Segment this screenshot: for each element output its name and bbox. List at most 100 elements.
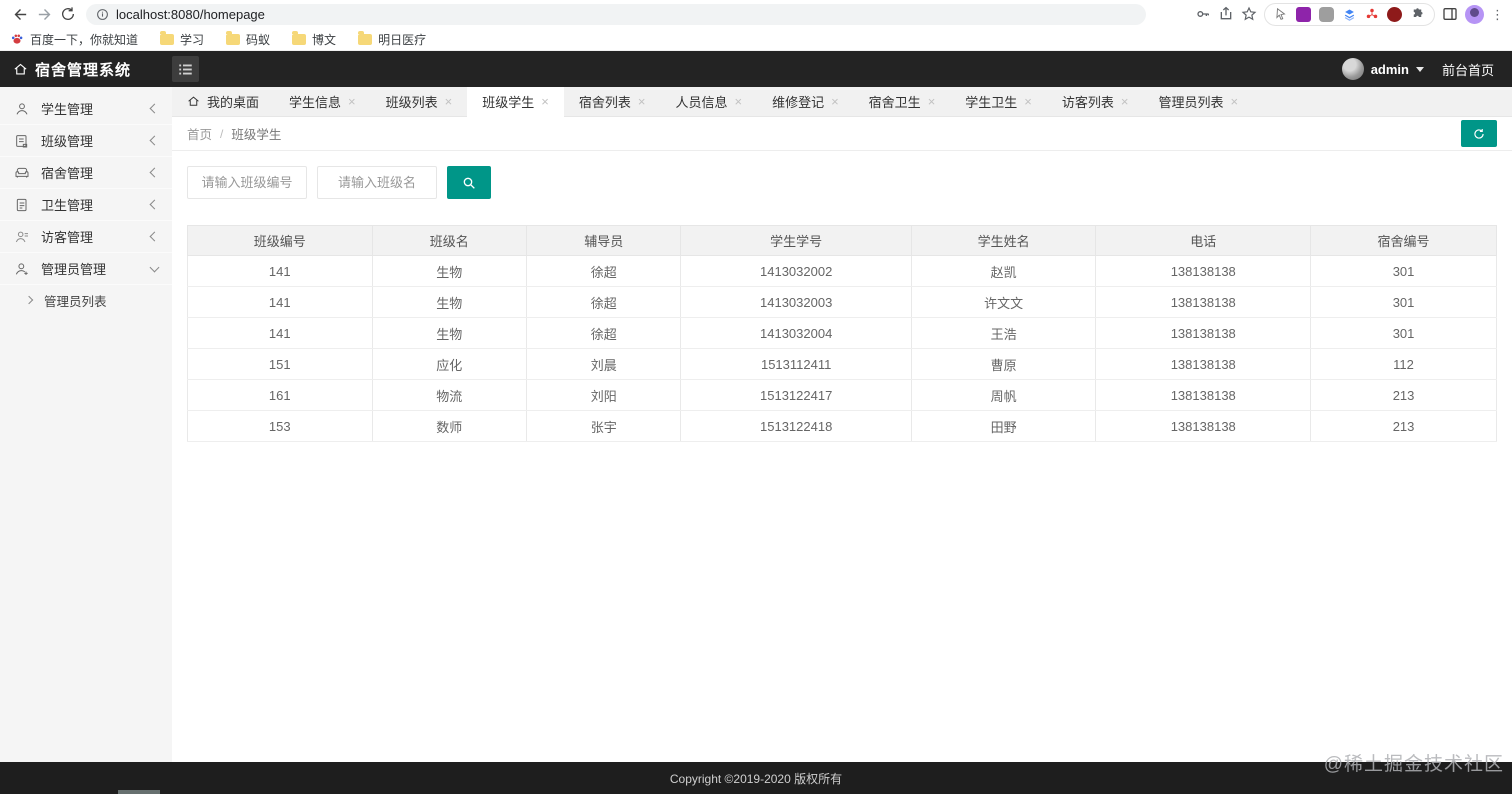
class-no-input[interactable] bbox=[187, 166, 307, 199]
tab-dorm-list[interactable]: 宿舍列表 × bbox=[564, 87, 661, 116]
extensions-group bbox=[1264, 2, 1435, 26]
purple-extension-icon[interactable] bbox=[1296, 6, 1311, 22]
tab-close-icon[interactable]: × bbox=[831, 94, 839, 109]
cell: 138138138 bbox=[1095, 379, 1312, 411]
browser-menu-icon[interactable]: ⋮ bbox=[1491, 6, 1504, 22]
url-text[interactable]: localhost:8080/homepage bbox=[116, 6, 265, 22]
bookmark-folder-mingri[interactable]: 明日医疗 bbox=[358, 30, 426, 48]
sidebar-item-hygiene-mgmt[interactable]: 卫生管理 bbox=[0, 189, 172, 221]
cell: 141 bbox=[187, 286, 373, 318]
tab-dorm-hygiene[interactable]: 宿舍卫生 × bbox=[854, 87, 951, 116]
browser-profile-avatar[interactable] bbox=[1465, 4, 1484, 24]
tab-repair-log[interactable]: 维修登记 × bbox=[757, 87, 854, 116]
puzzle-extensions-icon[interactable] bbox=[1410, 7, 1425, 22]
breadcrumb-separator: / bbox=[220, 126, 224, 141]
breadcrumb: 首页 / 班级学生 bbox=[172, 117, 1512, 151]
tab-label: 宿舍列表 bbox=[578, 95, 631, 110]
cell: 301 bbox=[1310, 286, 1497, 318]
tab-close-icon[interactable]: × bbox=[1120, 94, 1129, 109]
chevron-left-icon bbox=[149, 167, 160, 178]
cell: 生物 bbox=[371, 255, 528, 287]
tab-label: 宿舍卫生 bbox=[868, 95, 921, 110]
tab-close-icon[interactable]: × bbox=[1024, 94, 1032, 109]
column-header: 班级编号 bbox=[187, 225, 373, 256]
share-icon[interactable] bbox=[1218, 6, 1234, 22]
sidebar-item-dorm-mgmt[interactable]: 宿舍管理 bbox=[0, 157, 172, 189]
sidebar-item-label: 学生管理 bbox=[41, 102, 94, 117]
tab-close-icon[interactable]: × bbox=[734, 94, 743, 109]
sidebar-item-student-mgmt[interactable]: 学生管理 bbox=[0, 93, 172, 125]
refresh-button[interactable] bbox=[1461, 120, 1497, 147]
address-bar[interactable]: localhost:8080/homepage bbox=[86, 3, 1146, 25]
baidu-paw-icon bbox=[11, 34, 23, 44]
cell: 141 bbox=[187, 255, 373, 287]
blue-chevrons-extension-icon[interactable] bbox=[1342, 7, 1357, 22]
cell: 应化 bbox=[371, 348, 528, 380]
cursor-extension-icon[interactable] bbox=[1274, 7, 1288, 21]
shield-extension-icon[interactable] bbox=[1387, 6, 1402, 22]
app-logo[interactable]: 宿舍管理系统 bbox=[0, 59, 172, 80]
tab-visitor-list[interactable]: 访客列表 × bbox=[1047, 87, 1144, 116]
front-home-link[interactable]: 前台首页 bbox=[1441, 62, 1494, 78]
sidebar-item-admin-mgmt[interactable]: 管理员管理 bbox=[0, 253, 172, 285]
page-body: 班级编号 班级名 辅导员 学生学号 学生姓名 电话 宿舍编号 141生物徐超14… bbox=[172, 151, 1512, 762]
cell: 1513122417 bbox=[680, 379, 912, 411]
bookmark-folder-mayi[interactable]: 码蚁 bbox=[226, 30, 270, 48]
cell: 141 bbox=[187, 317, 373, 349]
tab-close-icon[interactable]: × bbox=[444, 94, 453, 109]
cell: 138138138 bbox=[1095, 317, 1312, 349]
table-header-row: 班级编号 班级名 辅导员 学生学号 学生姓名 电话 宿舍编号 bbox=[187, 225, 1497, 256]
tab-close-icon[interactable]: × bbox=[637, 94, 646, 109]
column-header: 辅导员 bbox=[526, 225, 682, 256]
cell: 153 bbox=[187, 410, 373, 442]
forward-icon[interactable] bbox=[32, 2, 56, 26]
tab-close-icon[interactable]: × bbox=[541, 94, 549, 109]
site-info-icon[interactable] bbox=[96, 8, 109, 21]
back-icon[interactable] bbox=[8, 2, 32, 26]
cell: 161 bbox=[187, 379, 373, 411]
search-button[interactable] bbox=[447, 166, 491, 199]
tab-admin-list[interactable]: 管理员列表 × bbox=[1144, 87, 1254, 116]
class-name-input[interactable] bbox=[317, 166, 437, 199]
gray-extension-icon[interactable] bbox=[1319, 6, 1334, 22]
bookmark-baidu[interactable]: 百度一下，你就知道 bbox=[10, 31, 138, 48]
tab-close-icon[interactable]: × bbox=[1230, 94, 1239, 109]
password-key-icon[interactable] bbox=[1195, 6, 1211, 22]
tab-class-students[interactable]: 班级学生 × bbox=[467, 87, 564, 117]
cell: 301 bbox=[1310, 317, 1497, 349]
side-panel-icon[interactable] bbox=[1442, 6, 1458, 22]
cell: 151 bbox=[187, 348, 373, 380]
bookmark-folder-study[interactable]: 学习 bbox=[160, 30, 204, 48]
tab-label: 班级学生 bbox=[482, 95, 535, 110]
home-icon bbox=[188, 96, 199, 106]
sidebar-subitem-admin-list[interactable]: 管理员列表 bbox=[0, 285, 172, 315]
sidebar-subitem-label: 管理员列表 bbox=[44, 294, 107, 309]
refresh-icon bbox=[1474, 128, 1484, 139]
breadcrumb-home[interactable]: 首页 bbox=[187, 128, 213, 142]
tab-class-list[interactable]: 班级列表 × bbox=[371, 87, 468, 116]
class-card-icon bbox=[16, 134, 28, 147]
tab-desktop[interactable]: 我的桌面 bbox=[172, 87, 274, 116]
tab-close-icon[interactable]: × bbox=[927, 94, 936, 109]
bookmark-label: 百度一下，你就知道 bbox=[30, 32, 139, 47]
chevron-down-icon bbox=[149, 262, 160, 272]
folder-icon bbox=[358, 30, 373, 45]
bookmark-label: 博文 bbox=[312, 32, 337, 47]
scrollbar-thumb[interactable] bbox=[118, 790, 160, 794]
sidebar-item-class-mgmt[interactable]: 班级管理 bbox=[0, 125, 172, 157]
tab-student-info[interactable]: 学生信息 × bbox=[274, 87, 371, 116]
red-tree-extension-icon[interactable] bbox=[1365, 7, 1379, 21]
cell: 112 bbox=[1310, 348, 1497, 380]
bookmark-folder-blog[interactable]: 博文 bbox=[292, 30, 337, 48]
bookmark-star-icon[interactable] bbox=[1241, 6, 1257, 22]
tab-close-icon[interactable]: × bbox=[348, 94, 356, 109]
tab-student-hygiene[interactable]: 学生卫生 × bbox=[950, 87, 1047, 116]
tab-label: 学生信息 bbox=[289, 95, 342, 110]
cell: 1513122418 bbox=[680, 410, 912, 442]
user-menu[interactable]: admin bbox=[1341, 58, 1424, 80]
sidebar-toggle-button[interactable] bbox=[172, 56, 199, 82]
cell: 138138138 bbox=[1095, 410, 1312, 442]
tab-personnel-info[interactable]: 人员信息 × bbox=[660, 87, 757, 116]
reload-icon[interactable] bbox=[56, 2, 80, 26]
sidebar-item-visitor-mgmt[interactable]: 访客管理 bbox=[0, 221, 172, 253]
